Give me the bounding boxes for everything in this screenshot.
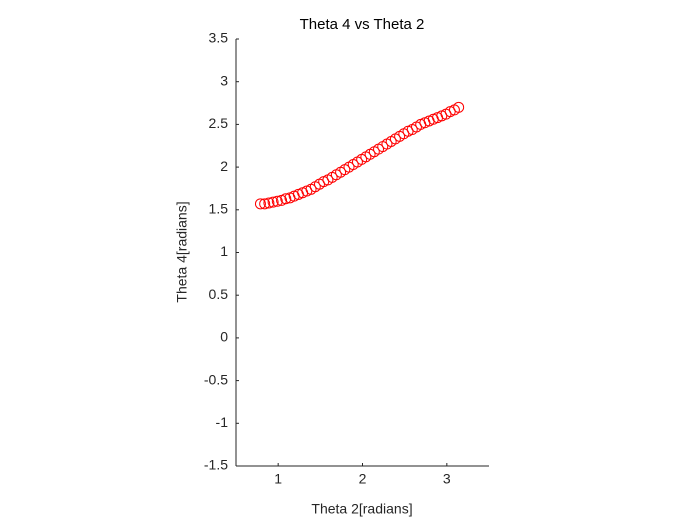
- x-tick-label: 2: [359, 471, 367, 487]
- y-tick-label: 3: [220, 72, 228, 88]
- y-tick-label: 0: [220, 329, 228, 345]
- x-tick-label: 1: [274, 471, 282, 487]
- y-tick-label: 0.5: [209, 286, 229, 302]
- y-tick-label: 1.5: [209, 201, 229, 217]
- scatter-point: [259, 198, 271, 210]
- y-tick-label: 2.5: [209, 115, 229, 131]
- x-tick-label: 3: [443, 471, 451, 487]
- scatter-point: [267, 196, 279, 208]
- scatter-point: [453, 101, 465, 113]
- x-axis-label: Theta 2[radians]: [311, 501, 412, 517]
- scatter-point: [263, 197, 275, 209]
- y-tick-label: -1.5: [204, 457, 228, 473]
- y-tick-label: 1: [220, 243, 228, 259]
- y-tick-label: -0.5: [204, 371, 228, 387]
- scatter-point: [280, 193, 292, 205]
- y-tick-label: -1: [216, 414, 229, 430]
- scatter-point: [254, 198, 266, 210]
- y-axis-label: Theta 4[radians]: [174, 201, 190, 302]
- y-tick-label: 2: [220, 158, 228, 174]
- y-tick-label: 3.5: [209, 30, 229, 46]
- chart-title: Theta 4 vs Theta 2: [300, 16, 425, 33]
- scatter-point: [271, 195, 283, 207]
